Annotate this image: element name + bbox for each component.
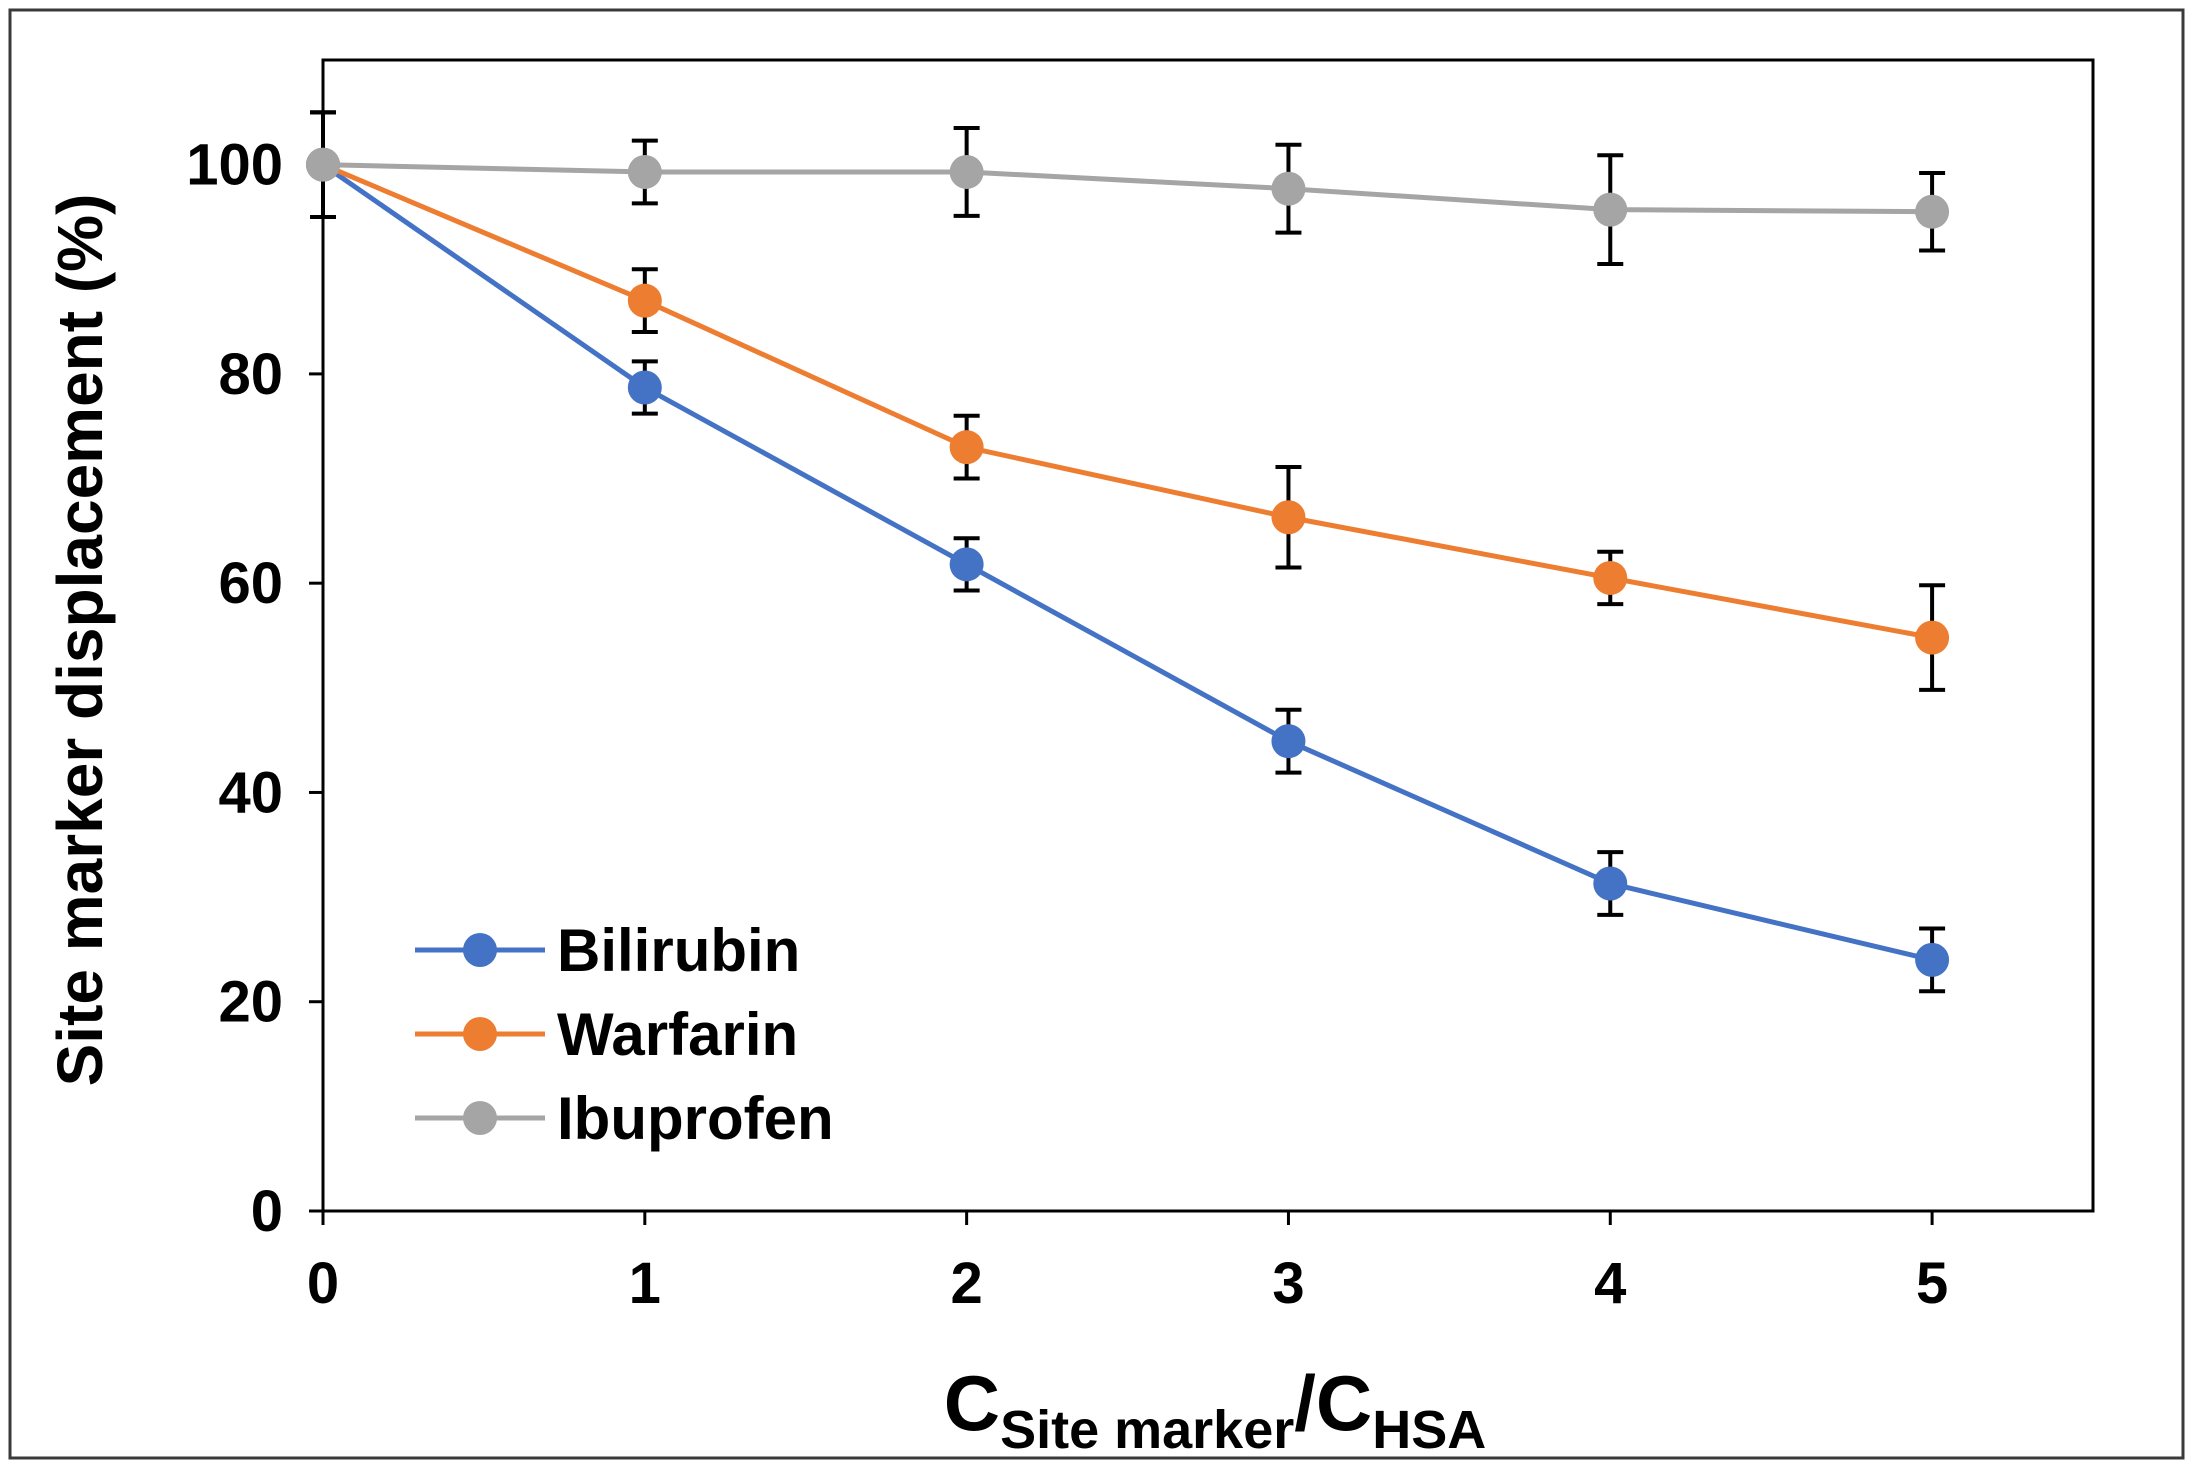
legend-item-bilirubin: Bilirubin bbox=[415, 917, 800, 984]
x-tick-label: 5 bbox=[1916, 1251, 1948, 1316]
legend: Bilirubin Warfarin Ibuprofen bbox=[415, 917, 834, 1152]
x-tick-label: 3 bbox=[1272, 1251, 1304, 1316]
figure-border bbox=[8, 8, 2185, 1460]
y-axis-ticks: 0 20 40 60 80 100 bbox=[186, 133, 323, 1244]
x-tick-label: 2 bbox=[951, 1251, 983, 1316]
data-point-ibuprofen bbox=[949, 154, 984, 189]
legend-label-ibuprofen: Ibuprofen bbox=[557, 1085, 834, 1152]
y-tick-label: 0 bbox=[251, 1179, 283, 1244]
series-layer bbox=[306, 110, 1950, 994]
data-point-bilirubin bbox=[1915, 942, 1950, 977]
data-point-bilirubin bbox=[1271, 724, 1306, 759]
data-point-warfarin bbox=[1915, 620, 1950, 655]
legend-marker-bilirubin bbox=[463, 933, 497, 967]
legend-marker-ibuprofen bbox=[463, 1101, 497, 1135]
x-tick-label: 1 bbox=[629, 1251, 661, 1316]
legend-item-ibuprofen: Ibuprofen bbox=[415, 1085, 834, 1152]
data-point-bilirubin bbox=[627, 370, 662, 405]
x-axis-ticks: 0 1 2 3 4 5 bbox=[307, 1211, 1948, 1316]
legend-marker-warfarin bbox=[463, 1017, 497, 1051]
legend-item-warfarin: Warfarin bbox=[415, 1001, 798, 1068]
data-point-ibuprofen bbox=[306, 147, 340, 182]
legend-label-bilirubin: Bilirubin bbox=[557, 917, 800, 984]
data-point-ibuprofen bbox=[1593, 192, 1628, 227]
data-point-ibuprofen bbox=[1271, 171, 1306, 206]
data-point-ibuprofen bbox=[627, 154, 662, 189]
x-tick-label: 4 bbox=[1594, 1251, 1626, 1316]
data-point-warfarin bbox=[1271, 500, 1306, 535]
x-axis-title-sub2: HSA bbox=[1372, 1400, 1486, 1460]
data-point-warfarin bbox=[627, 283, 662, 318]
x-tick-label: 0 bbox=[307, 1251, 339, 1316]
x-axis-title-mid: /C bbox=[1294, 1359, 1372, 1447]
y-tick-label: 60 bbox=[218, 551, 283, 616]
series-line-warfarin bbox=[322, 162, 1933, 641]
x-axis-title: CSite marker/CHSA bbox=[944, 1359, 1487, 1460]
data-point-ibuprofen bbox=[1915, 194, 1950, 229]
x-axis-title-sub1: Site marker bbox=[1000, 1400, 1294, 1460]
y-axis-title: Site marker displacement (%) bbox=[44, 194, 116, 1087]
legend-label-warfarin: Warfarin bbox=[557, 1001, 798, 1068]
y-tick-label: 100 bbox=[186, 133, 283, 198]
series-line-bilirubin bbox=[321, 162, 1933, 963]
y-tick-label: 20 bbox=[218, 970, 283, 1035]
x-axis-title-main: C bbox=[944, 1359, 1000, 1447]
plot-area-frame bbox=[321, 58, 2095, 1213]
y-tick-label: 40 bbox=[218, 760, 283, 825]
data-point-warfarin bbox=[1593, 560, 1628, 595]
data-point-bilirubin bbox=[949, 547, 984, 582]
data-point-bilirubin bbox=[1593, 866, 1628, 901]
series-line-ibuprofen bbox=[322, 162, 1933, 215]
y-tick-label: 80 bbox=[218, 342, 283, 407]
plot-area bbox=[321, 58, 2095, 1213]
data-point-warfarin bbox=[949, 430, 984, 465]
